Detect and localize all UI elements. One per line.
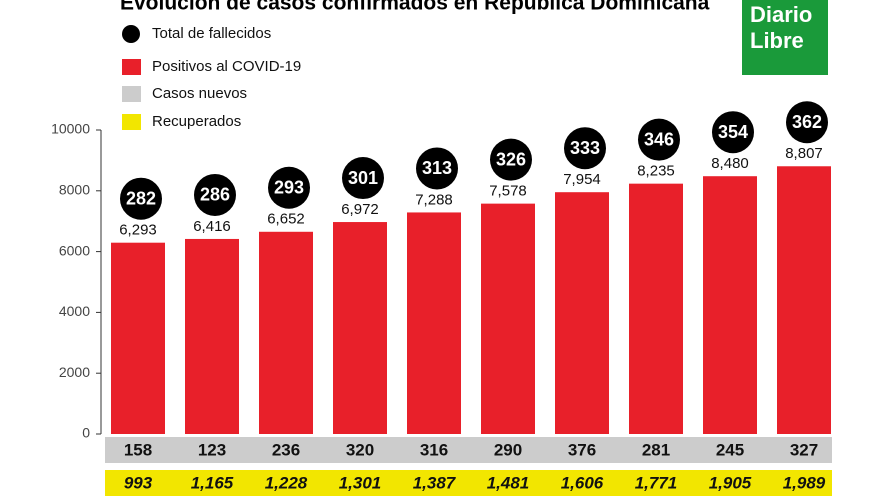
legend-label: Total de fallecidos [152,25,271,42]
bar [481,203,535,434]
legend-swatch [122,86,141,102]
death-badge [786,101,828,144]
death-label: 326 [496,149,526,169]
death-label: 282 [126,188,156,208]
chart-title: Evolución de casos confirmados en Repúbl… [120,0,710,15]
value-label: 6,652 [267,211,305,228]
legend-label: Casos nuevos [152,85,247,102]
death-badge [638,118,680,161]
legend-swatch [122,25,140,43]
new-cases-label: 376 [568,440,596,459]
recovered-label: 1,228 [265,473,308,492]
value-label: 6,416 [193,218,231,235]
death-label: 286 [200,185,230,205]
recovered-label: 1,606 [561,473,604,492]
new-cases-label: 320 [346,440,374,459]
bar [703,176,757,434]
recovered-label: 1,165 [191,473,234,492]
recovered-label: 1,989 [783,473,826,492]
y-tick-label: 4000 [59,303,90,319]
bar [111,242,165,434]
logo-box [742,0,828,75]
recovered-row [105,470,832,496]
recovered-label: 1,771 [635,473,678,492]
logo-text: Diario [750,2,812,27]
recovered-label: 1,301 [339,473,382,492]
value-label: 8,480 [711,155,749,172]
bar [777,166,831,434]
legend-label: Positivos al COVID-19 [152,58,301,75]
new-cases-row [105,437,832,463]
new-cases-label: 245 [716,440,744,459]
new-cases-label: 327 [790,440,818,459]
death-badge [712,111,754,154]
legend-label: Recuperados [152,113,241,130]
bar [555,192,609,434]
recovered-label: 1,387 [413,473,457,492]
recovered-label: 1,905 [709,473,752,492]
death-label: 293 [274,178,304,198]
bar [629,183,683,434]
value-label: 7,954 [563,171,601,188]
death-badge [194,173,236,216]
value-label: 7,288 [415,191,453,208]
death-label: 354 [718,122,748,142]
recovered-label: 993 [124,473,153,492]
death-label: 333 [570,138,600,158]
death-badge [268,166,310,209]
death-badge [564,127,606,170]
bar [407,212,461,434]
y-tick-label: 2000 [59,364,90,380]
death-label: 362 [792,112,822,132]
new-cases-label: 236 [272,440,300,459]
death-label: 301 [348,168,378,188]
logo-text: Libre [750,28,804,53]
value-label: 6,972 [341,201,379,218]
death-badge [416,147,458,190]
new-cases-label: 316 [420,440,448,459]
death-label: 313 [422,158,452,178]
new-cases-label: 158 [124,440,152,459]
value-label: 6,293 [119,222,157,239]
bar [185,238,239,434]
y-tick-label: 8000 [59,182,90,198]
new-cases-label: 281 [642,440,670,459]
recovered-label: 1,481 [487,473,530,492]
legend-swatch [122,114,141,130]
y-tick-label: 6000 [59,242,90,258]
death-badge [490,138,532,181]
new-cases-label: 290 [494,440,522,459]
y-tick-label: 10000 [51,121,90,137]
value-label: 8,807 [785,145,823,162]
legend-swatch [122,59,141,75]
bar [259,231,313,434]
death-badge [120,177,162,220]
bar [333,222,387,434]
y-tick-label: 0 [82,425,90,441]
value-label: 7,578 [489,183,527,200]
death-label: 346 [644,129,674,149]
new-cases-label: 123 [198,440,226,459]
death-badge [342,157,384,200]
value-label: 8,235 [637,163,675,180]
